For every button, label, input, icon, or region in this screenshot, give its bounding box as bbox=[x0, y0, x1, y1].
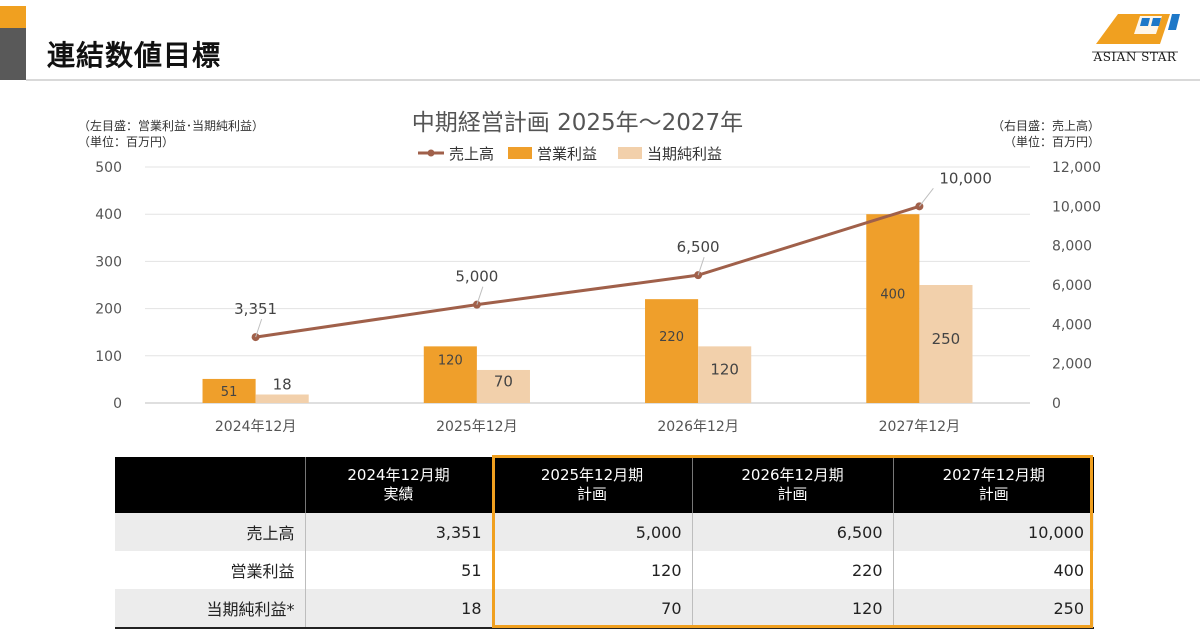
table-header-2026: 2026年12月期 計画 bbox=[691, 457, 893, 513]
page-title: 連結数値目標 bbox=[47, 39, 222, 72]
table-cell: 51 bbox=[304, 551, 492, 589]
left-axis-note-line1: （左目盛：営業利益･当期純利益） bbox=[78, 119, 265, 133]
table-header-row: 2024年12月期 実績 2025年12月期 計画 2026年12月期 計画 2027… bbox=[115, 457, 1094, 513]
data-label-operating-profit: 51 bbox=[221, 385, 238, 400]
left-axis-tick: 200 bbox=[95, 302, 122, 318]
bar-net-profit bbox=[698, 346, 752, 403]
row-label: 売上高 bbox=[115, 513, 305, 551]
legend-net-label: 当期純利益 bbox=[647, 145, 722, 163]
legend-operating-label: 営業利益 bbox=[537, 145, 597, 163]
x-axis-tick: 2026年12月 bbox=[657, 419, 738, 435]
bar-operating-profit bbox=[202, 378, 256, 403]
x-axis-tick: 2024年12月 bbox=[215, 419, 296, 435]
table-cell: 70 bbox=[491, 589, 692, 629]
right-axis-tick: 6,000 bbox=[1052, 278, 1092, 294]
table-cell: 400 bbox=[892, 551, 1094, 589]
data-label-sales: 10,000 bbox=[939, 169, 992, 187]
row-label: 当期純利益* bbox=[115, 589, 305, 629]
table-cell: 120 bbox=[491, 551, 692, 589]
bar-net-profit bbox=[919, 285, 973, 403]
sales-leader-line bbox=[697, 257, 705, 276]
bar-operating-profit bbox=[866, 214, 920, 403]
sales-point bbox=[694, 271, 703, 280]
data-label-operating-profit: 400 bbox=[880, 288, 905, 303]
table-cell: 3,351 bbox=[304, 513, 492, 551]
right-axis-tick: 0 bbox=[1052, 396, 1061, 412]
table-header-2024: 2024年12月期 実績 bbox=[304, 457, 492, 513]
left-axis-note: （左目盛：営業利益･当期純利益） （単位：百万円） bbox=[78, 118, 264, 150]
bar-net-profit bbox=[476, 369, 530, 403]
legend-operating-swatch bbox=[508, 147, 532, 159]
row-label: 営業利益 bbox=[230, 562, 295, 581]
table-cell: 10,000 bbox=[892, 513, 1094, 551]
left-axis-tick: 100 bbox=[95, 349, 122, 365]
bar-net-profit bbox=[255, 394, 309, 403]
asian-star-logo bbox=[1092, 14, 1180, 53]
sales-leader-line bbox=[476, 286, 484, 305]
table-cell: 120 bbox=[691, 589, 893, 629]
left-axis-tick: 0 bbox=[113, 396, 122, 412]
logo-text: ASIAN STAR bbox=[1093, 50, 1177, 64]
left-axis-tick: 400 bbox=[95, 207, 122, 223]
data-label-operating-profit: 120 bbox=[438, 354, 463, 369]
table-row-operating-profit: 営業利益 51 120 220 400 bbox=[115, 551, 1094, 589]
table-row-net-profit: 当期純利益* 18 70 120 250 bbox=[115, 589, 1094, 629]
table-row-sales: 売上高 3,351 5,000 6,500 10,000 bbox=[115, 513, 1094, 551]
x-axis-tick: 2025年12月 bbox=[436, 419, 517, 435]
data-label-sales: 5,000 bbox=[455, 268, 498, 286]
title-accent-top bbox=[0, 6, 26, 28]
data-label-net-profit: 250 bbox=[932, 330, 961, 348]
chart-title: 中期経営計画 2025年～2027年 bbox=[412, 110, 743, 136]
left-axis-tick: 500 bbox=[95, 160, 122, 176]
table-header-2027: 2027年12月期 計画 bbox=[892, 457, 1094, 513]
table-cell: 18 bbox=[304, 589, 492, 629]
right-axis-tick: 12,000 bbox=[1052, 160, 1101, 176]
data-label-sales: 3,351 bbox=[234, 300, 277, 318]
data-label-sales: 6,500 bbox=[677, 238, 720, 256]
data-label-net-profit: 18 bbox=[273, 376, 292, 394]
left-axis-note-line2: （単位：百万円） bbox=[78, 135, 175, 149]
table-header-2025: 2025年12月期 計画 bbox=[491, 457, 692, 513]
right-axis-tick: 10,000 bbox=[1052, 199, 1101, 215]
legend-net-swatch bbox=[618, 147, 642, 159]
data-label-net-profit: 120 bbox=[710, 361, 739, 379]
right-axis-note-line1: （右目盛：売上高） bbox=[991, 119, 1100, 133]
right-axis-tick: 4,000 bbox=[1052, 317, 1092, 333]
bar-operating-profit bbox=[423, 346, 477, 403]
legend-sales-marker bbox=[427, 149, 435, 157]
data-label-operating-profit: 220 bbox=[659, 330, 684, 345]
table-cell: 5,000 bbox=[491, 513, 692, 551]
table-cell: 220 bbox=[691, 551, 893, 589]
sales-leader-line bbox=[918, 188, 934, 207]
sales-point bbox=[472, 300, 481, 309]
right-axis-tick: 8,000 bbox=[1052, 239, 1092, 255]
targets-table: 2024年12月期 実績 2025年12月期 計画 2026年12月期 計画 2027… bbox=[115, 457, 1094, 629]
left-axis-tick: 300 bbox=[95, 254, 122, 270]
right-axis-note: （右目盛：売上高） （単位：百万円） bbox=[992, 118, 1100, 150]
table-cell: 250 bbox=[892, 589, 1094, 629]
right-axis-note-line2: （単位：百万円） bbox=[1003, 135, 1100, 149]
data-label-net-profit: 70 bbox=[494, 372, 513, 390]
title-accent-bar bbox=[0, 6, 26, 80]
table-cell: 6,500 bbox=[691, 513, 893, 551]
table-header-corner bbox=[115, 457, 305, 513]
x-axis-tick: 2027年12月 bbox=[879, 419, 960, 435]
sales-line bbox=[255, 204, 920, 339]
legend-sales-label: 売上高 bbox=[449, 145, 494, 163]
right-axis-tick: 2,000 bbox=[1052, 357, 1092, 373]
sales-leader-line bbox=[255, 318, 263, 338]
bar-operating-profit bbox=[645, 299, 699, 403]
title-divider bbox=[26, 79, 1200, 81]
